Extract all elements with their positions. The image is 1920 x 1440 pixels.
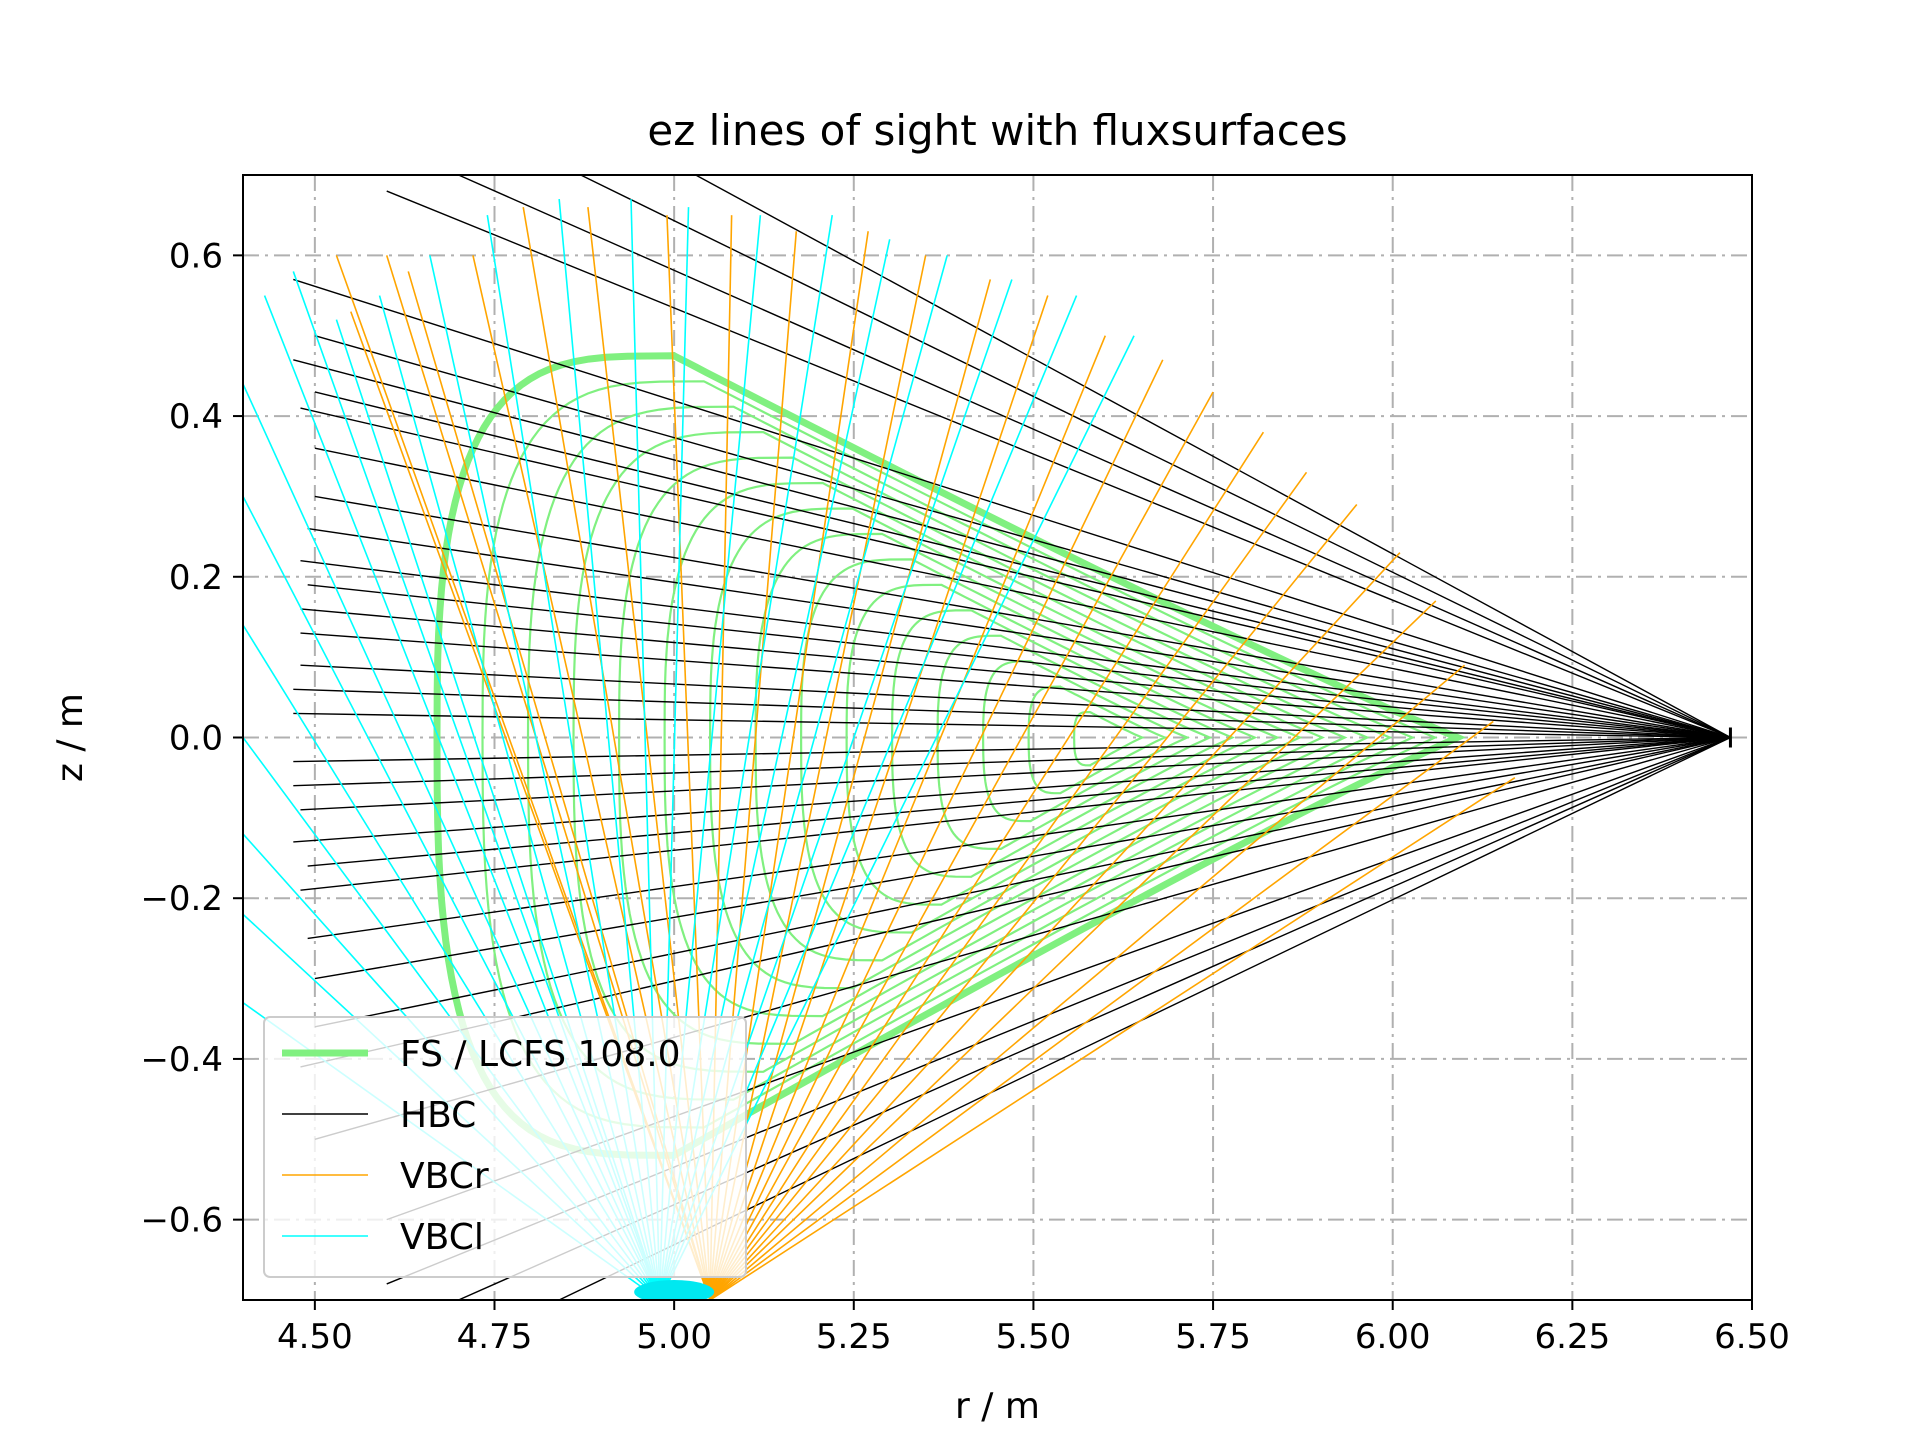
- y-tick-label: −0.4: [140, 1040, 223, 1080]
- x-tick-label: 5.25: [816, 1317, 892, 1357]
- vbcr-line: [709, 600, 1437, 1300]
- x-tick-label: 6.25: [1535, 1317, 1611, 1357]
- ticks: 4.50 4.75 5.00 5.25 5.50 5.75 6.00 6.25 6.50 0.6 0…: [140, 236, 1789, 1357]
- vbcr-line: [709, 503, 1358, 1300]
- hbc-line: [293, 736, 1731, 787]
- hbc-line: [293, 736, 1731, 843]
- hbc-line: [458, 175, 1731, 739]
- hbc-line: [300, 407, 1731, 739]
- hbc-line: [695, 175, 1731, 739]
- y-tick-label: 0.4: [169, 397, 223, 437]
- x-tick-label: 5.50: [996, 1317, 1072, 1357]
- x-tick-label: 6.00: [1355, 1317, 1431, 1357]
- flux-surface-line: [663, 481, 1348, 1018]
- hbc-line: [580, 175, 1731, 739]
- legend-entry-hbc-label: HBC: [400, 1095, 476, 1136]
- hbc-line: [300, 736, 1731, 811]
- vbcr-line: [709, 279, 992, 1300]
- hbc-line: [307, 584, 1731, 739]
- legend-entry-fs-label: FS / LCFS 108.0: [400, 1034, 681, 1075]
- x-axis-label: r / m: [955, 1386, 1040, 1427]
- hbc-line: [300, 664, 1731, 739]
- legend-entry-vbcr-label: VBCr: [400, 1156, 489, 1197]
- hbc-line: [300, 560, 1731, 739]
- hbc-line: [293, 712, 1731, 739]
- y-axis-label: z / m: [50, 693, 91, 782]
- vbcr-line: [709, 471, 1308, 1300]
- x-tick-label: 4.50: [277, 1317, 353, 1357]
- flux-surface-line: [799, 558, 1281, 934]
- x-tick-label: 6.50: [1714, 1317, 1790, 1357]
- vbcr-line: [709, 391, 1214, 1300]
- y-tick-label: −0.2: [140, 879, 223, 919]
- vbcr-line: [709, 295, 1049, 1300]
- hbc-line: [314, 736, 1731, 980]
- y-tick-label: 0.0: [169, 719, 223, 759]
- vbcr-line: [709, 431, 1265, 1300]
- flux-surface-line: [890, 609, 1235, 878]
- flux-surface-line: [1072, 711, 1145, 767]
- legend-box: [263, 1016, 747, 1278]
- vbcr-line: [709, 664, 1466, 1300]
- y-tick-label: −0.6: [140, 1201, 223, 1241]
- hbc-line: [293, 736, 1731, 763]
- hbc-line: [300, 632, 1731, 739]
- vbcr-line: [709, 720, 1494, 1300]
- y-tick-label: 0.2: [169, 558, 223, 598]
- hbc-line: [293, 359, 1731, 739]
- flux-surface-line: [572, 430, 1393, 1073]
- hbc-line: [314, 447, 1731, 739]
- vbcr-line: [709, 335, 1107, 1300]
- flux-surface-line: [1027, 685, 1168, 795]
- y-tick-label: 0.6: [169, 236, 223, 276]
- flux-surface-line: [845, 583, 1258, 906]
- hbc-line: [307, 527, 1731, 739]
- x-tick-label: 5.75: [1175, 1317, 1251, 1357]
- hbc-line: [314, 736, 1731, 1028]
- x-tick-label: 5.00: [636, 1317, 712, 1357]
- vbcr-line: [709, 777, 1516, 1300]
- chart-title: ez lines of sight with fluxsurfaces: [647, 106, 1347, 155]
- hbc-line: [314, 391, 1731, 739]
- vbcr-line: [709, 552, 1401, 1300]
- flux-surface-line: [936, 634, 1213, 851]
- flux-surface-line: [481, 380, 1438, 1129]
- legend-entry-vbcl-label: VBCl: [400, 1217, 484, 1258]
- vbc-origin-marker: [634, 1279, 715, 1300]
- legend: FS / LCFS 108.0 HBC VBCr VBCl: [263, 1016, 747, 1278]
- hbc-line: [386, 190, 1731, 739]
- vbcr-line: [709, 359, 1164, 1300]
- hbc-line: [300, 608, 1731, 739]
- hbc-line: [307, 736, 1731, 940]
- hbc-line: [314, 495, 1731, 739]
- flux-surface-line: [526, 405, 1416, 1101]
- x-tick-label: 4.75: [457, 1317, 533, 1357]
- flux-surface-line: [617, 456, 1371, 1046]
- hbc-line: [293, 278, 1731, 739]
